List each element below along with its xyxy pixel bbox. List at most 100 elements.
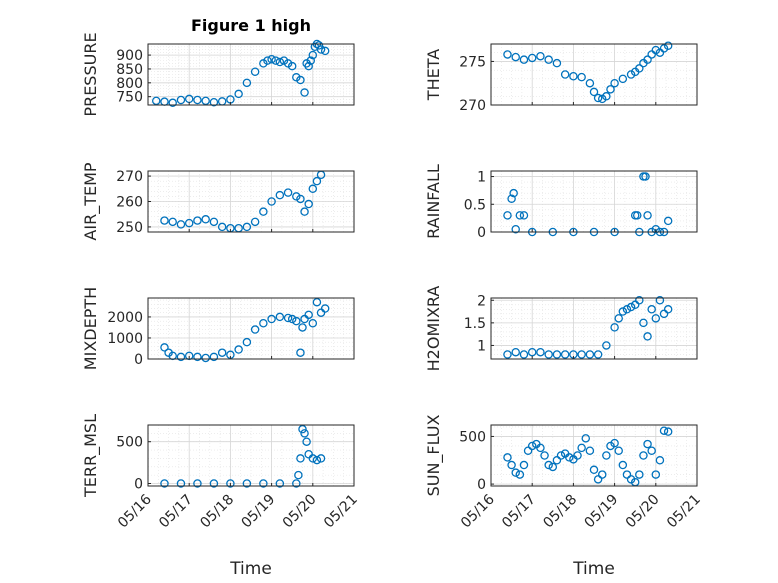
data-point [536,51,545,61]
data-point [639,318,648,328]
axes-box [490,170,698,233]
data-point [641,172,650,181]
y-tick-label: 500 [459,429,486,445]
y-tick-label: 260 [116,195,143,211]
y-tick-label: 800 [116,76,143,92]
data-point [304,61,313,71]
y-tick-label: 275 [459,54,486,70]
data-point [618,307,628,316]
data-point [643,439,652,449]
data-point [597,470,607,479]
data-point [308,318,318,328]
data-point [614,314,623,323]
x-tick-label: 05/18 [197,492,237,532]
x-tick-label: 05/17 [499,492,539,532]
subplot-8: 0 500 05/16 05/17 05/18 05/19 05/20 05/21 SUN_FL… [424,415,704,532]
data-point [193,479,202,488]
data-point [618,460,628,470]
data-point [294,470,303,480]
data-point [193,352,202,362]
data-point [193,95,202,105]
data-point [242,78,252,88]
data-point [643,55,652,64]
data-point [511,347,520,357]
x-tick-label: 05/17 [156,492,196,532]
data-point [275,57,285,67]
data-point [585,446,595,455]
data-point [267,197,276,206]
data-point [316,45,326,54]
data-point [560,70,570,79]
data-point [320,304,330,313]
data-point [556,451,566,460]
y-axis-label: PRESSURE [81,32,100,116]
data-point [635,64,644,73]
data-point [312,455,322,465]
data-point [201,96,210,106]
y-tick-label: 0.5 [464,197,486,213]
data-point [610,438,619,448]
y-tick-label: 1 [477,170,486,186]
data-point [519,350,529,359]
data-point [217,348,227,357]
data-point [250,325,260,334]
data-point [610,78,619,88]
x-tick-label: 05/16 [115,491,155,531]
data-point [168,217,177,227]
data-point [308,184,318,194]
data-point [217,222,227,232]
data-point [523,446,533,455]
data-point [184,218,194,228]
data-point [633,211,642,220]
data-point [527,53,537,63]
data-point [234,89,243,99]
y-axis-label: AIR_TEMP [81,162,101,240]
data-point [176,220,186,229]
data-point [296,348,305,357]
data-point [647,446,656,455]
data-point [560,350,570,359]
data-point [176,352,186,362]
y-axis-label: SUN_FLUX [424,415,444,497]
data-point [602,341,611,350]
data-point [283,188,293,197]
data-point [267,55,276,64]
data-point [316,454,326,463]
data-point [176,95,186,105]
data-point [593,350,603,359]
data-point [271,56,280,65]
data-point [651,470,661,479]
data-point [226,479,235,488]
data-point [536,443,545,453]
data-point [527,441,537,451]
data-point [536,347,545,357]
data-point [503,453,512,462]
data-point [304,199,313,209]
data-point [651,314,661,323]
data-point [193,216,202,225]
subplot-7: 0 500 05/16 05/17 05/18 05/19 05/20 05/21 TERR_M… [81,414,361,531]
y-tick-label: 250 [116,220,143,236]
y-tick-label: 0 [477,225,486,241]
data-point [663,427,673,436]
y-tick-label: 2000 [107,310,143,326]
data-point [626,302,636,312]
data-point [565,453,574,462]
data-point [292,316,301,326]
data-point [589,465,599,475]
data-point [635,470,644,479]
data-point [259,479,268,488]
y-tick-label: 1 [477,338,486,354]
data-point [151,96,161,106]
y-axis-label: H2OMIXRA [424,286,443,372]
data-point [659,426,669,435]
axes-box [490,424,698,487]
data-point [306,56,315,65]
data-point [589,87,599,97]
data-point [663,41,673,50]
data-point [300,88,309,97]
data-point [312,176,322,186]
data-point [234,345,243,354]
data-point [585,78,595,88]
data-point [610,323,619,332]
